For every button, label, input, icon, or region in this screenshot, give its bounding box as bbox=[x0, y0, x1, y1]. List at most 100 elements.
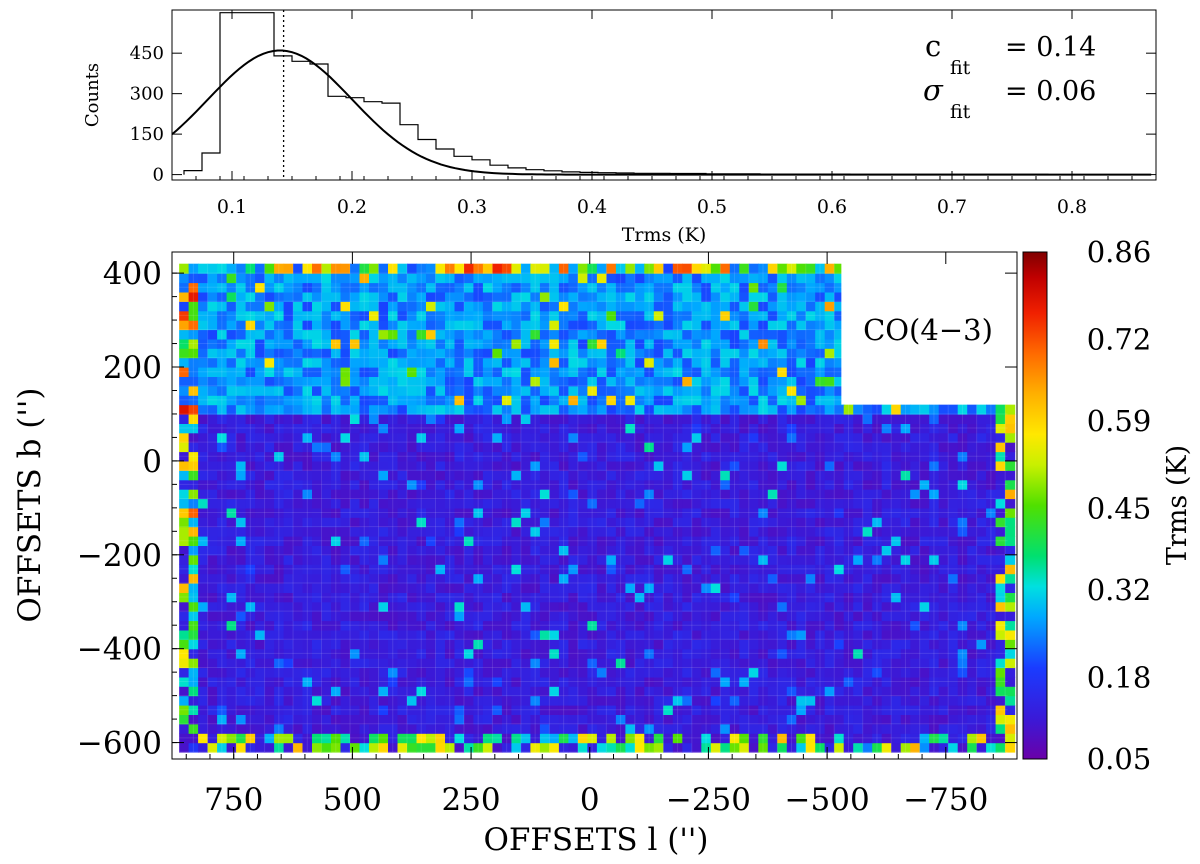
heatmap-cell bbox=[786, 310, 797, 321]
heatmap-cell bbox=[625, 357, 636, 368]
heatmap-cell bbox=[777, 583, 788, 593]
heatmap-cell bbox=[482, 348, 493, 359]
heatmap-cell bbox=[388, 357, 399, 368]
heatmap-cell bbox=[407, 367, 418, 377]
heatmap-cell bbox=[843, 526, 854, 537]
heatmap-cell bbox=[843, 536, 854, 546]
heatmap-cell bbox=[739, 479, 750, 490]
heatmap-cell bbox=[606, 460, 617, 471]
heatmap-cell bbox=[426, 620, 437, 631]
heatmap-cell bbox=[587, 479, 598, 490]
heatmap-cell bbox=[853, 451, 864, 462]
heatmap-cell bbox=[691, 554, 702, 565]
heatmap-cell bbox=[967, 517, 978, 528]
heatmap-cell bbox=[198, 629, 209, 640]
heatmap-cell bbox=[501, 686, 512, 697]
heatmap-cell bbox=[179, 554, 190, 565]
heatmap-cell bbox=[929, 507, 940, 518]
heatmap-cell bbox=[957, 629, 968, 640]
heatmap-cell bbox=[653, 507, 664, 518]
heatmap-cell bbox=[492, 263, 503, 274]
heatmap-cell bbox=[435, 723, 446, 734]
heatmap-cell bbox=[948, 498, 959, 509]
heatmap-cell bbox=[767, 686, 778, 697]
heatmap-cell bbox=[207, 507, 218, 518]
heatmap-cell bbox=[283, 733, 294, 744]
heatmap-cell bbox=[758, 367, 769, 377]
heatmap-cell bbox=[198, 338, 209, 349]
heatmap-cell bbox=[644, 489, 655, 500]
heatmap-cell bbox=[587, 367, 598, 377]
heatmap-cell bbox=[615, 479, 626, 490]
heatmap-cell bbox=[217, 564, 228, 575]
heatmap-cell bbox=[397, 611, 408, 622]
heatmap-cell bbox=[501, 723, 512, 734]
heatmap-cell bbox=[539, 367, 550, 377]
heatmap-cell bbox=[558, 263, 569, 274]
heatmap-cell bbox=[530, 489, 541, 500]
heatmap-cell bbox=[843, 658, 854, 669]
heatmap-cell bbox=[701, 498, 712, 509]
heatmap-cell bbox=[615, 554, 626, 565]
heatmap-cell bbox=[331, 329, 342, 340]
heatmap-cell bbox=[1005, 573, 1016, 584]
heatmap-cell bbox=[729, 658, 740, 669]
heatmap-cell bbox=[416, 273, 427, 284]
histogram-x-tick-label: 0.4 bbox=[577, 196, 607, 218]
heatmap-cell bbox=[663, 320, 674, 331]
histogram-x-tick-label: 0.5 bbox=[697, 196, 727, 218]
heatmap-cell bbox=[217, 348, 228, 359]
heatmap-cell bbox=[596, 723, 607, 734]
heatmap-cell bbox=[369, 423, 380, 434]
heatmap-cell bbox=[454, 517, 465, 528]
heatmap-cell bbox=[473, 329, 484, 340]
heatmap-cell bbox=[407, 432, 418, 443]
heatmap-cell bbox=[615, 460, 626, 471]
heatmap-cell bbox=[321, 460, 332, 471]
heatmap-cell bbox=[577, 329, 588, 340]
heatmap-cell bbox=[644, 470, 655, 481]
heatmap-cell bbox=[255, 742, 266, 753]
heatmap-cell bbox=[834, 460, 845, 471]
heatmap-cell bbox=[283, 498, 294, 509]
heatmap-cell bbox=[758, 470, 769, 481]
heatmap-cell bbox=[691, 414, 702, 424]
heatmap-cell bbox=[359, 470, 370, 481]
heatmap-cell bbox=[217, 639, 228, 650]
heatmap-cell bbox=[843, 489, 854, 500]
heatmap-cell bbox=[426, 423, 437, 434]
heatmap-cell bbox=[653, 414, 664, 424]
heatmap-cell bbox=[293, 517, 304, 528]
heatmap-cell bbox=[331, 723, 342, 734]
heatmap-cell bbox=[957, 423, 968, 434]
heatmap-cell bbox=[407, 517, 418, 528]
heatmap-cell bbox=[539, 498, 550, 509]
heatmap-cell bbox=[967, 723, 978, 734]
heatmap-cell bbox=[672, 658, 683, 669]
heatmap-cell bbox=[388, 414, 399, 424]
map-ticks bbox=[172, 252, 1017, 759]
heatmap-cell bbox=[207, 667, 218, 678]
heatmap-cell bbox=[236, 310, 247, 321]
heatmap-cell bbox=[701, 658, 712, 669]
heatmap-cell bbox=[796, 714, 807, 725]
heatmap-cell bbox=[938, 639, 949, 650]
heatmap-cell bbox=[388, 526, 399, 537]
heatmap-cell bbox=[805, 414, 816, 424]
heatmap-cell bbox=[283, 583, 294, 593]
heatmap-cell bbox=[255, 357, 266, 368]
heatmap-cell bbox=[558, 620, 569, 631]
heatmap-cell bbox=[710, 357, 721, 368]
heatmap-cell bbox=[634, 554, 645, 565]
heatmap-cell bbox=[900, 498, 911, 509]
heatmap-cell bbox=[388, 301, 399, 312]
heatmap-cell bbox=[805, 367, 816, 377]
heatmap-cell bbox=[293, 489, 304, 500]
heatmap-cell bbox=[454, 545, 465, 556]
heatmap-cell bbox=[929, 695, 940, 706]
heatmap-cell bbox=[245, 442, 256, 453]
heatmap-cell bbox=[938, 536, 949, 546]
heatmap-cell bbox=[482, 592, 493, 603]
heatmap-cell bbox=[796, 470, 807, 481]
heatmap-cell bbox=[948, 583, 959, 593]
